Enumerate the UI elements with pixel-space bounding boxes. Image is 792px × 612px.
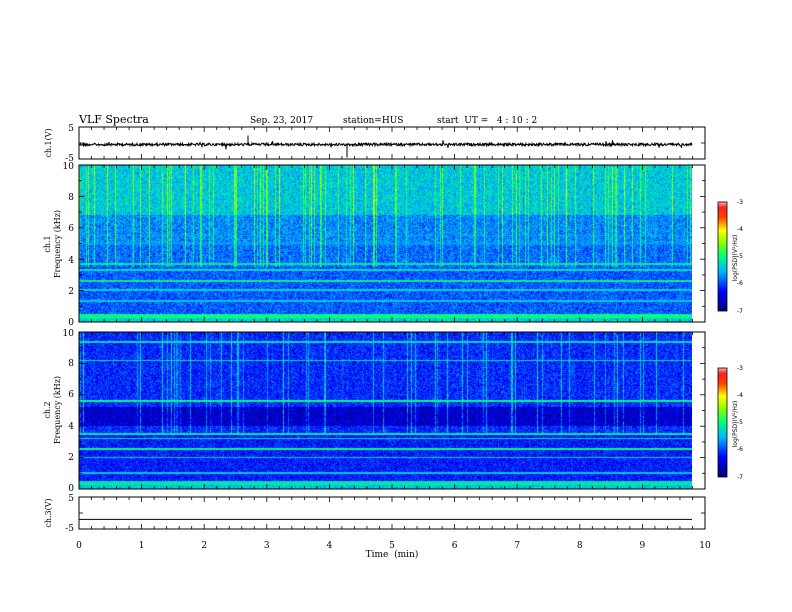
ch2-spectrogram-image [79, 332, 692, 489]
station-label: station=HUS [343, 116, 403, 126]
x-axis-label: Time (min) [366, 549, 419, 560]
ch1-colorbar-scale [717, 201, 728, 312]
x-tick-label-8: 8 [577, 541, 583, 551]
ch1-spectrogram-image [79, 165, 692, 322]
ch1-spectrogram-panel: 0 2 4 6 8 10 ch.1 Frequency (kHz) [43, 162, 706, 328]
ch1-freq-tick-0: 0 [68, 318, 74, 328]
ch1-colorbar: -3 -4 -5 -6 -7 log(PSD)(V²/Hz) [717, 199, 743, 315]
x-tick-label-0: 0 [76, 541, 82, 551]
ch1-spectrogram-ylabel: Frequency (kHz) [53, 210, 62, 278]
ch1-ylabel: ch.1(V) [44, 128, 53, 157]
ch2-freq-tick-6: 6 [68, 390, 74, 400]
x-tick-label-7: 7 [514, 541, 520, 551]
ch2-spectrogram-channel-label: ch.2 [43, 401, 52, 418]
time-axis-ticks [78, 127, 706, 529]
ch2-colorbar-scale [717, 367, 728, 478]
x-tick-label-3: 3 [264, 541, 270, 551]
ch1-freq-tick-10: 10 [63, 162, 75, 172]
ch2-colorbar: -3 -4 -5 -6 -7 log(PSD)(V²/Hz) [717, 365, 743, 481]
ch1-cb-tick-m4: -4 [737, 226, 743, 233]
date-label: Sep. 23, 2017 [250, 116, 313, 126]
ch2-freq-tick-4: 4 [68, 422, 74, 432]
ch2-spectrogram-ylabel: Frequency (kHz) [53, 376, 62, 444]
x-tick-label-2: 2 [201, 541, 207, 551]
ch2-freq-tick-2: 2 [68, 453, 74, 463]
ch2-freq-tick-8: 8 [68, 359, 74, 369]
x-tick-label-9: 9 [640, 541, 646, 551]
ch2-cb-tick-m6: -6 [737, 446, 743, 453]
figure-title: VLF Spectra [78, 113, 149, 126]
ch1-cb-tick-m5: -5 [737, 253, 743, 260]
ch1-waveform-line [78, 135, 693, 158]
ch3-ytick-bottom: -5 [65, 524, 74, 534]
ch1-ytick-bottom: -5 [65, 154, 74, 164]
ch3-ylabel: ch.3(V) [44, 498, 53, 527]
ch1-freq-tick-2: 2 [68, 287, 74, 297]
ch2-freq-tick-10: 10 [63, 329, 75, 339]
ch2-cb-tick-m5: -5 [737, 419, 743, 426]
ch2-freq-tick-0: 0 [68, 484, 74, 494]
ch2-cb-tick-m7: -7 [737, 474, 743, 481]
ch3-waveform-panel: 5 -5 ch.3(V) [44, 494, 706, 534]
x-tick-label-5: 5 [389, 541, 395, 551]
ch2-cb-tick-m4: -4 [737, 392, 743, 399]
ch3-ytick-top: 5 [68, 494, 74, 504]
ch1-cb-tick-m6: -6 [737, 280, 743, 287]
x-tick-label-6: 6 [452, 541, 458, 551]
ch2-cb-tick-m3: -3 [737, 365, 743, 372]
x-tick-label-1: 1 [139, 541, 145, 551]
ch1-cb-tick-m3: -3 [737, 199, 743, 206]
x-tick-label-4: 4 [327, 541, 333, 551]
time-axis-labels: 0 1 2 3 4 5 6 7 8 9 10 Time (min) [76, 541, 711, 560]
ch2-spectrogram-panel: 0 2 4 6 8 10 ch.2 Frequency (kHz) [43, 329, 706, 494]
ch1-freq-tick-8: 8 [68, 193, 74, 203]
ch1-freq-tick-4: 4 [68, 256, 74, 266]
ch2-colorbar-label: log(PSD)(V²/Hz) [732, 401, 739, 448]
start-time-label: start UT = 4 : 10 : 2 [437, 116, 537, 126]
ch1-spectrogram-channel-label: ch.1 [43, 235, 52, 252]
x-tick-label-10: 10 [699, 541, 711, 551]
ch1-colorbar-label: log(PSD)(V²/Hz) [732, 235, 739, 282]
ch1-waveform-panel: 5 -5 ch.1(V) [44, 124, 706, 164]
ch1-cb-tick-m7: -7 [737, 308, 743, 315]
ch1-freq-tick-6: 6 [68, 224, 74, 234]
ch1-ytick-top: 5 [68, 124, 74, 134]
